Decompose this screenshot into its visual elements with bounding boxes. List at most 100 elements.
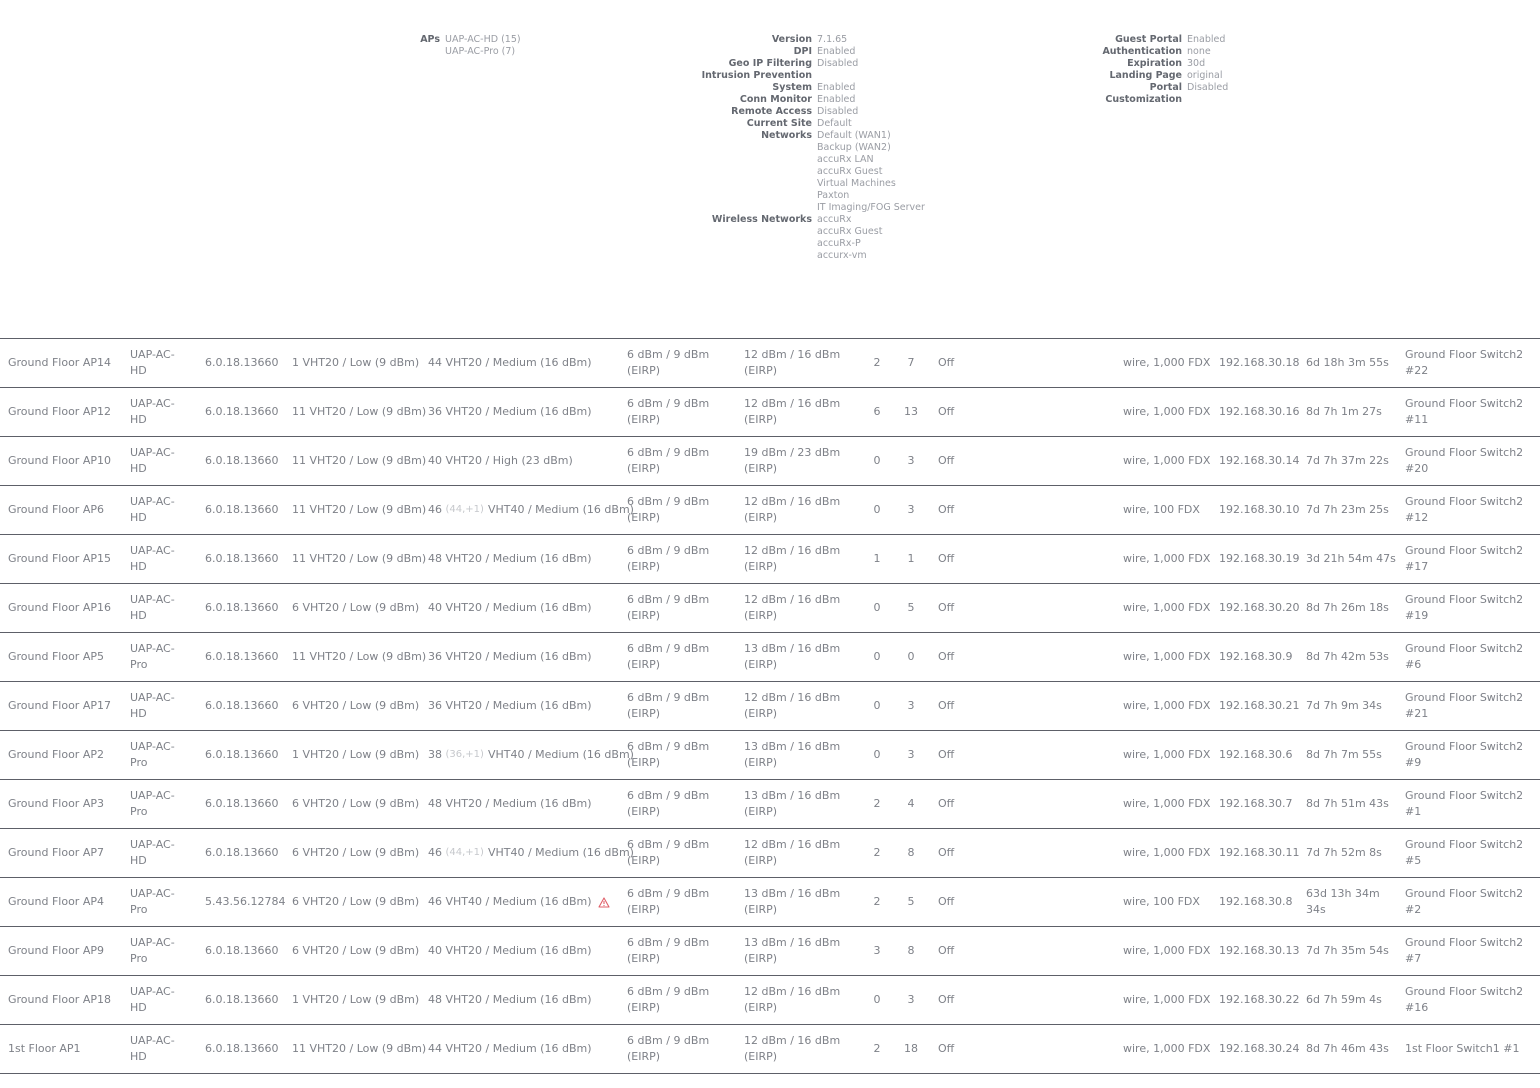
table-row[interactable]: Ground Floor AP5 UAP-AC-Pro 6.0.18.13660 11… <box>0 633 1540 682</box>
device-model: UAP-AC-Pro <box>130 936 175 965</box>
clients-5g: 3 <box>907 503 915 516</box>
table-row[interactable]: Ground Floor AP15 UAP-AC-HD 6.0.18.13660 11… <box>0 535 1540 584</box>
mesh-status: Off <box>938 797 955 810</box>
channel-5g-value: 40 VHT20 / Medium (16 dBm) <box>428 944 592 957</box>
device-model: UAP-AC-Pro <box>130 789 175 818</box>
ip-address: 192.168.30.19 <box>1219 552 1300 565</box>
info-values: none <box>1187 46 1211 58</box>
info-row: Geo IP Filtering Disabled <box>700 58 925 70</box>
firmware-version: 6.0.18.13660 <box>205 944 279 957</box>
device-model: UAP-AC-HD <box>130 593 175 622</box>
info-values: 30d <box>1187 58 1205 70</box>
table-row[interactable]: Ground Floor AP6 UAP-AC-HD 6.0.18.13660 11 … <box>0 486 1540 535</box>
device-name: Ground Floor AP6 <box>8 503 104 516</box>
uptime: 7d 7h 37m 22s <box>1306 454 1389 467</box>
info-value: IT Imaging/FOG Server <box>817 202 925 213</box>
clients-5g: 8 <box>907 846 915 859</box>
channel-2g: 11 VHT20 / Low (9 dBm) <box>292 1042 427 1055</box>
channel-5g-extension: (36,+1) <box>445 749 484 760</box>
device-name: Ground Floor AP7 <box>8 846 104 859</box>
switch-port: Ground Floor Switch2 #22 <box>1405 348 1524 377</box>
info-row: Wireless Networks accuRx accuRx Guest accuR… <box>700 214 925 262</box>
uplink: wire, 1,000 FDX <box>1123 1042 1211 1055</box>
device-model: UAP-AC-HD <box>130 397 175 426</box>
table-row[interactable]: Ground Floor AP9 UAP-AC-Pro 6.0.18.13660 6 … <box>0 927 1540 976</box>
ip-address: 192.168.30.10 <box>1219 503 1300 516</box>
channel-5g-extension: (44,+1) <box>445 504 484 515</box>
device-model: UAP-AC-HD <box>130 838 175 867</box>
channel-5g: 46 (44,+1) VHT40 / Medium (16 dBm) <box>428 486 634 534</box>
device-name: 1st Floor AP1 <box>8 1042 81 1055</box>
clients-2g: 2 <box>873 797 881 810</box>
clients-2g: 2 <box>873 356 881 369</box>
tx-power-5g: 12 dBm / 16 dBm (EIRP) <box>744 691 841 720</box>
info-row: Version 7.1.65 <box>700 34 925 46</box>
device-name: Ground Floor AP17 <box>8 699 111 712</box>
info-values: Enabled <box>817 46 855 58</box>
table-row[interactable]: 1st Floor AP1 UAP-AC-HD 6.0.18.13660 11 VHT… <box>0 1025 1540 1074</box>
table-row[interactable]: Ground Floor AP16 UAP-AC-HD 6.0.18.13660 6 … <box>0 584 1540 633</box>
channel-5g-extension: (44,+1) <box>445 847 484 858</box>
channel-5g-number: 46 <box>428 846 442 859</box>
tx-power-5g: 12 dBm / 16 dBm (EIRP) <box>744 593 841 622</box>
info-value: accuRx <box>817 214 852 225</box>
firmware-version: 6.0.18.13660 <box>205 650 279 663</box>
mesh-status: Off <box>938 650 955 663</box>
info-label: Portal Customization <box>1105 82 1182 105</box>
channel-5g-width-power: VHT40 / Medium (16 dBm) <box>487 748 634 761</box>
clients-2g: 0 <box>873 454 881 467</box>
info-value: Backup (WAN2) <box>817 142 891 153</box>
channel-5g: 36 VHT20 / Medium (16 dBm) <box>428 682 626 730</box>
table-row[interactable]: Ground Floor AP12 UAP-AC-HD 6.0.18.13660 11… <box>0 388 1540 437</box>
clients-5g: 4 <box>907 797 915 810</box>
tx-power-2g: 6 dBm / 9 dBm (EIRP) <box>627 691 710 720</box>
info-value: Enabled <box>817 82 856 93</box>
device-name: Ground Floor AP2 <box>8 748 104 761</box>
channel-5g-value: 48 VHT20 / Medium (16 dBm) <box>428 552 592 565</box>
info-value: UAP-AC-HD (15) <box>445 34 521 45</box>
info-value: Disabled <box>817 58 859 69</box>
tx-power-2g: 6 dBm / 9 dBm (EIRP) <box>627 642 710 671</box>
clients-5g: 0 <box>907 650 915 663</box>
info-label: Remote Access <box>731 106 812 117</box>
info-row: System Enabled <box>700 82 925 94</box>
tx-power-2g: 6 dBm / 9 dBm (EIRP) <box>627 397 710 426</box>
uplink: wire, 1,000 FDX <box>1123 454 1211 467</box>
info-label: System <box>772 82 812 93</box>
clients-5g: 1 <box>907 552 915 565</box>
table-row[interactable]: Ground Floor AP3 UAP-AC-Pro 6.0.18.13660 6 … <box>0 780 1540 829</box>
info-value: UAP-AC-Pro (7) <box>445 46 516 57</box>
mesh-status: Off <box>938 748 955 761</box>
firmware-version: 6.0.18.13660 <box>205 503 279 516</box>
firmware-version: 6.0.18.13660 <box>205 454 279 467</box>
table-row[interactable]: Ground Floor AP18 UAP-AC-HD 6.0.18.13660 1 … <box>0 976 1540 1025</box>
info-label: DPI <box>793 46 812 57</box>
ip-address: 192.168.30.7 <box>1219 797 1293 810</box>
info-label: Intrusion Prevention <box>701 70 812 81</box>
tx-power-5g: 12 dBm / 16 dBm (EIRP) <box>744 838 841 867</box>
table-row[interactable]: Ground Floor AP17 UAP-AC-HD 6.0.18.13660 6 … <box>0 682 1540 731</box>
table-row[interactable]: Ground Floor AP2 UAP-AC-Pro 6.0.18.13660 1 … <box>0 731 1540 780</box>
clients-5g: 3 <box>907 454 915 467</box>
mesh-status: Off <box>938 552 955 565</box>
tx-power-2g: 6 dBm / 9 dBm (EIRP) <box>627 495 710 524</box>
info-values: Default (WAN1) Backup (WAN2) accuRx LAN acc… <box>817 130 925 214</box>
ip-address: 192.168.30.8 <box>1219 895 1293 908</box>
firmware-version: 6.0.18.13660 <box>205 356 279 369</box>
info-label: Current Site <box>746 118 812 129</box>
table-row[interactable]: Ground Floor AP4 UAP-AC-Pro 5.43.56.12784 6… <box>0 878 1540 927</box>
table-row[interactable]: Ground Floor AP7 UAP-AC-HD 6.0.18.13660 6 V… <box>0 829 1540 878</box>
switch-port: Ground Floor Switch2 #5 <box>1405 838 1524 867</box>
channel-5g-value: 46 VHT40 / Medium (16 dBm) <box>428 895 592 908</box>
info-value: none <box>1187 46 1211 57</box>
info-row: Landing Page original <box>1070 70 1228 82</box>
uptime: 8d 7h 42m 53s <box>1306 650 1389 663</box>
tx-power-2g: 6 dBm / 9 dBm (EIRP) <box>627 544 710 573</box>
channel-2g: 11 VHT20 / Low (9 dBm) <box>292 503 427 516</box>
switch-port: Ground Floor Switch2 #19 <box>1405 593 1524 622</box>
table-row[interactable]: Ground Floor AP10 UAP-AC-HD 6.0.18.13660 11… <box>0 437 1540 486</box>
device-model: UAP-AC-HD <box>130 544 175 573</box>
switch-port: 1st Floor Switch1 #1 <box>1405 1042 1520 1055</box>
uptime: 3d 21h 54m 47s <box>1306 552 1396 565</box>
table-row[interactable]: Ground Floor AP14 UAP-AC-HD 6.0.18.13660 1 … <box>0 339 1540 388</box>
